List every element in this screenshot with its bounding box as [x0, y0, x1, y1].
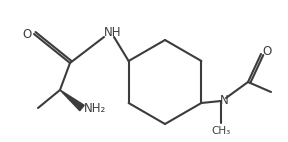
Text: N: N [220, 93, 228, 106]
Text: CH₃: CH₃ [211, 126, 231, 136]
Polygon shape [60, 90, 84, 111]
Text: NH₂: NH₂ [84, 103, 106, 115]
Text: O: O [22, 28, 32, 40]
Text: O: O [262, 44, 272, 58]
Text: NH: NH [104, 26, 122, 38]
